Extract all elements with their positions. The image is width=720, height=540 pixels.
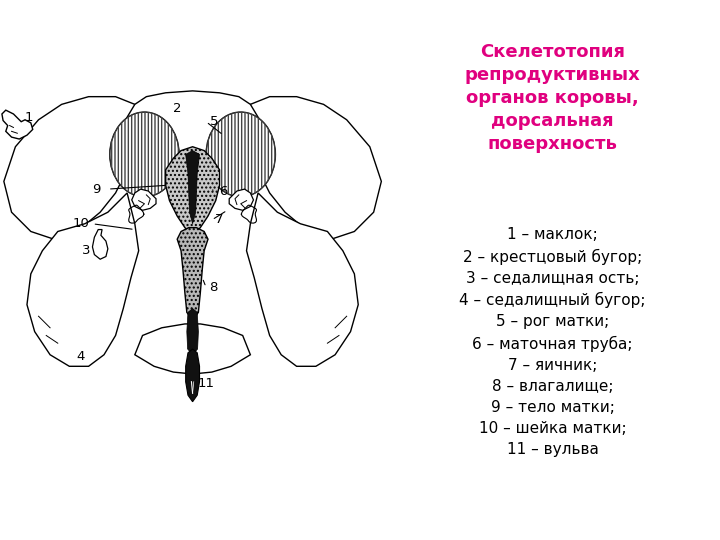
Polygon shape: [135, 324, 251, 374]
Polygon shape: [2, 110, 32, 139]
Polygon shape: [246, 193, 359, 366]
Text: 1: 1: [24, 111, 33, 124]
Polygon shape: [186, 151, 199, 224]
Text: 11: 11: [197, 377, 215, 390]
Text: 1 – маклок;
2 – крестцовый бугор;
3 – седалищная ость;
4 – седалищный бугор;
5 –: 1 – маклок; 2 – крестцовый бугор; 3 – се…: [459, 227, 646, 457]
Text: 10: 10: [73, 217, 89, 230]
Text: 8: 8: [210, 281, 218, 294]
Polygon shape: [177, 228, 208, 320]
Polygon shape: [251, 97, 382, 239]
Text: 7: 7: [215, 213, 224, 226]
Polygon shape: [186, 308, 199, 355]
Text: Скелетотопия
репродуктивных
органов коровы,
дорсальная
поверхность: Скелетотопия репродуктивных органов коро…: [464, 43, 641, 153]
Ellipse shape: [109, 112, 179, 197]
Text: 2: 2: [173, 102, 181, 114]
Polygon shape: [132, 189, 156, 210]
Text: 4: 4: [77, 350, 85, 363]
Polygon shape: [186, 349, 199, 402]
Polygon shape: [27, 193, 139, 366]
Polygon shape: [229, 189, 253, 210]
Polygon shape: [92, 230, 108, 259]
Polygon shape: [166, 147, 220, 235]
Polygon shape: [123, 91, 262, 178]
Text: 5: 5: [210, 115, 218, 128]
Text: 6: 6: [219, 185, 228, 198]
Text: 3: 3: [82, 244, 91, 257]
Polygon shape: [4, 97, 135, 239]
Ellipse shape: [206, 112, 276, 197]
Text: 9: 9: [92, 183, 101, 195]
